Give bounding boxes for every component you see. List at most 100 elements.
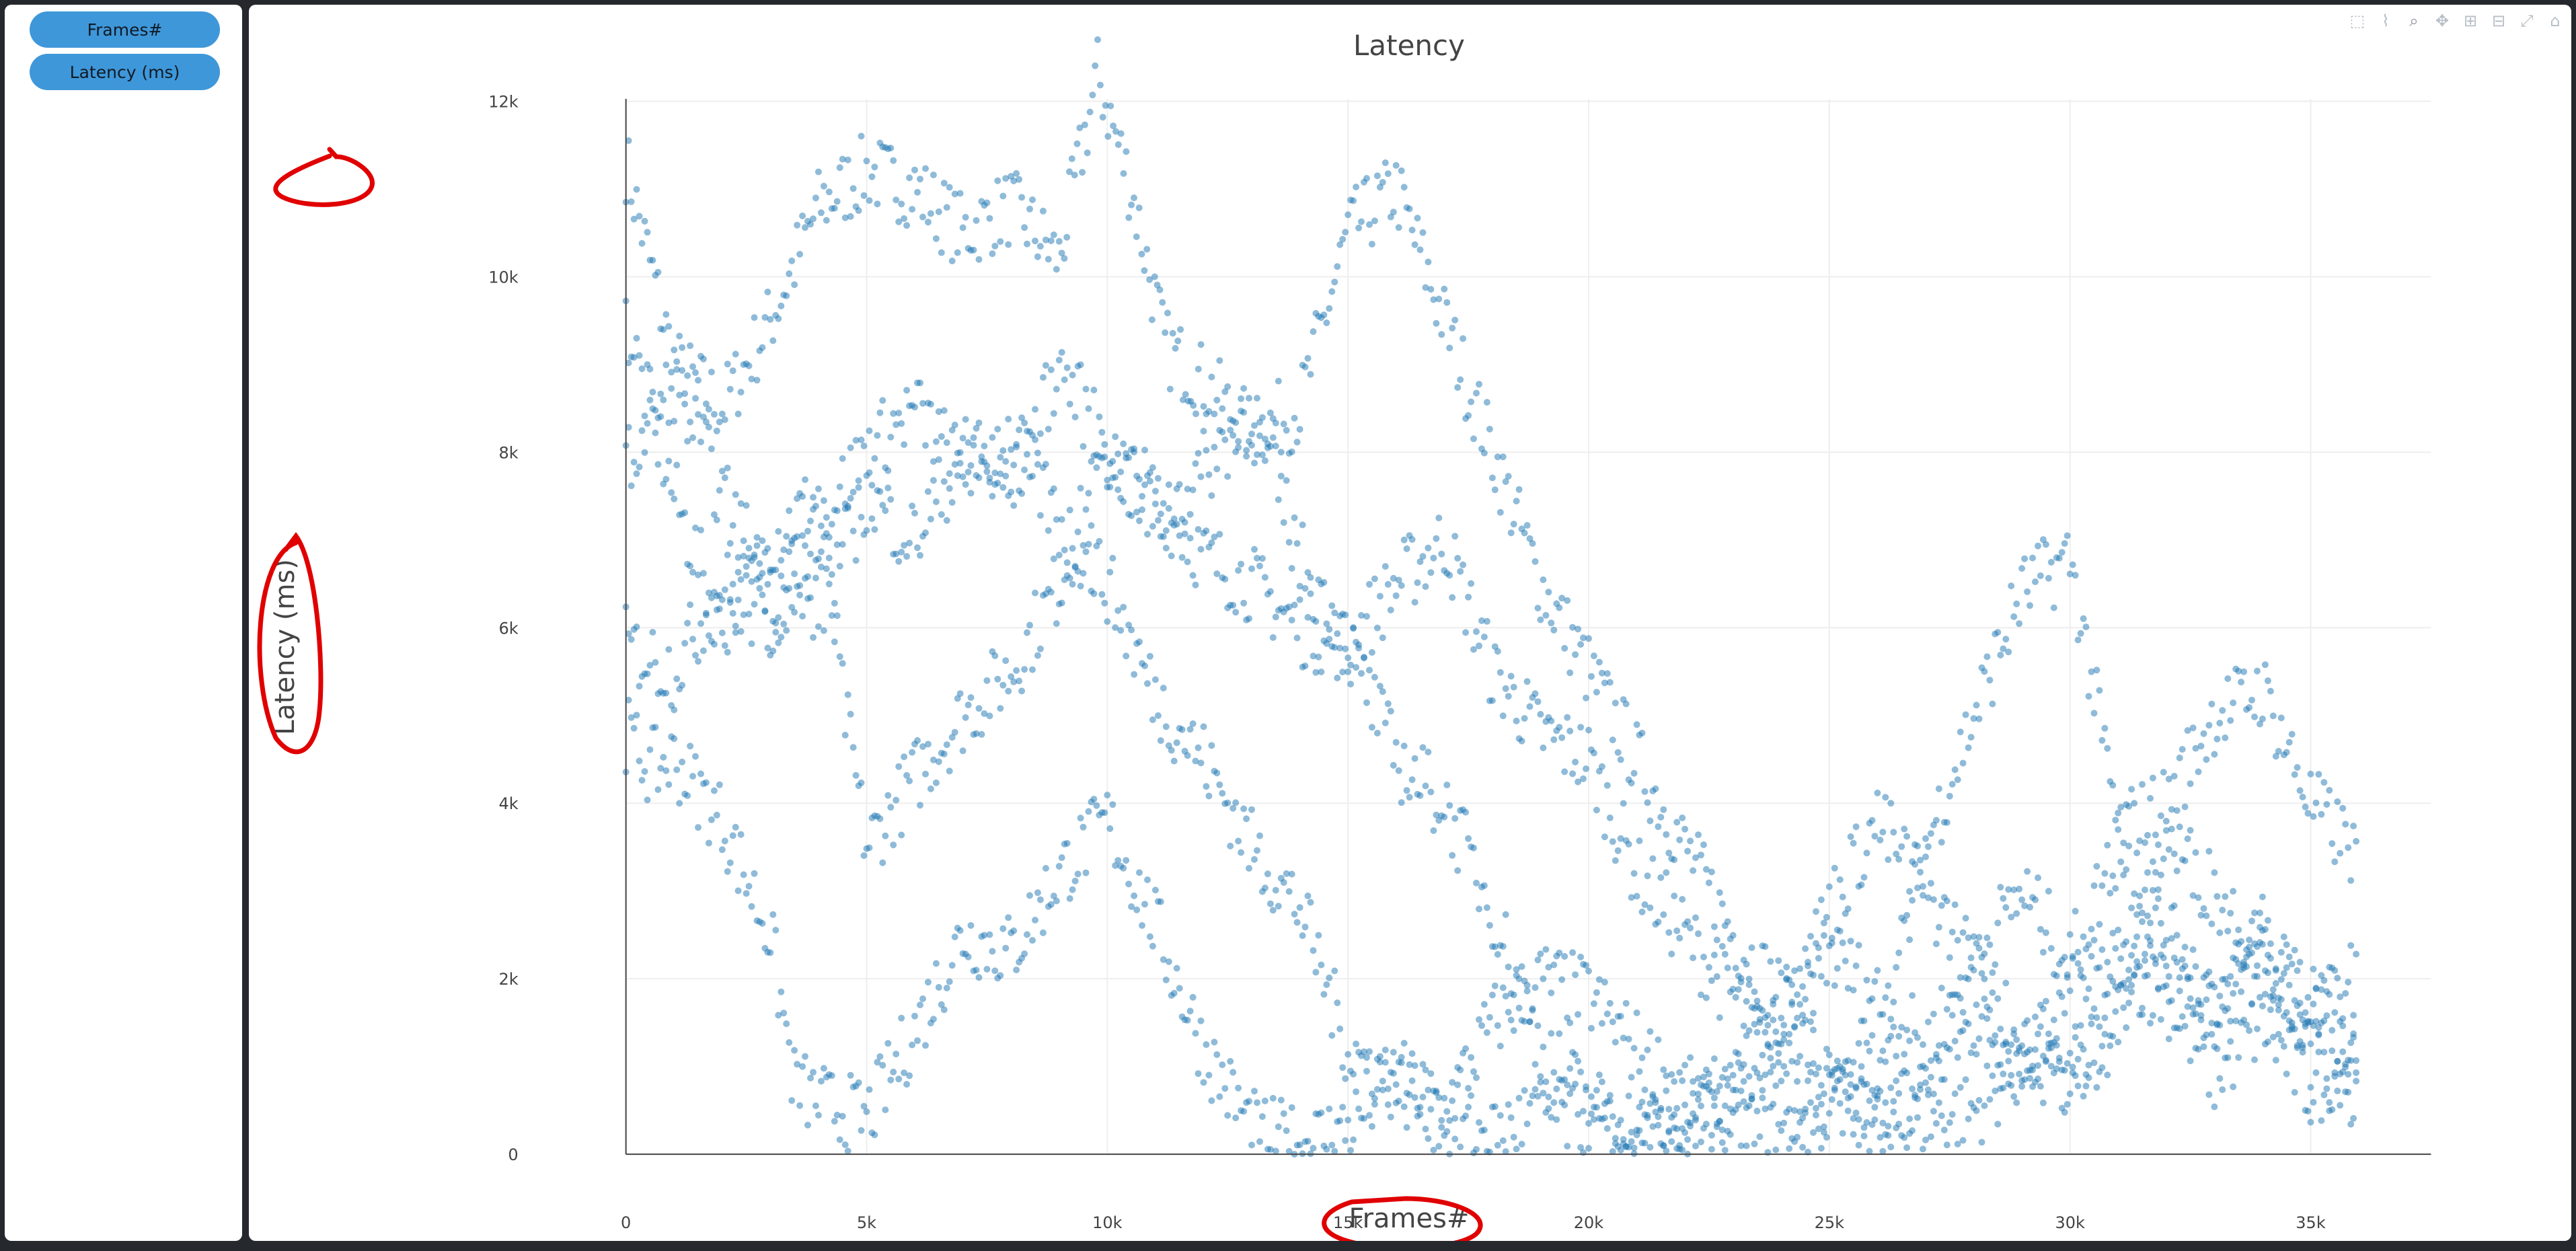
scatter-point xyxy=(734,887,742,895)
scatter-point xyxy=(1189,486,1197,494)
scatter-point xyxy=(1994,629,2002,636)
scatter-point xyxy=(1128,626,1135,634)
scatter-point xyxy=(1895,949,1903,956)
scatter-point xyxy=(1491,1103,1499,1110)
scatter-point xyxy=(847,213,854,220)
scatter-point xyxy=(2296,1011,2304,1018)
scatter-point xyxy=(1136,869,1143,876)
scatter-point xyxy=(2283,1009,2290,1016)
scatter-point xyxy=(2331,858,2339,866)
scatter-point xyxy=(1291,514,1298,521)
scatter-point xyxy=(2053,1065,2060,1072)
box-select-icon[interactable]: ⬚ xyxy=(2349,11,2365,30)
scatter-point xyxy=(1638,1054,1646,1061)
scatter-point xyxy=(1526,1100,1533,1107)
scatter-point xyxy=(1778,1127,1785,1134)
scatter-point xyxy=(2037,1023,2044,1030)
autoscale-icon[interactable]: ⤢ xyxy=(2520,11,2534,30)
scatter-point xyxy=(1668,1138,1675,1145)
scatter-point xyxy=(2050,604,2057,611)
frames-axis-button[interactable]: Frames# xyxy=(30,11,220,48)
scatter-point xyxy=(1425,544,1432,552)
scatter-point xyxy=(1050,231,1057,239)
scatter-point xyxy=(2058,1066,2066,1073)
zoom-icon[interactable]: ⌕ xyxy=(2409,11,2419,30)
scatter-point xyxy=(2243,1021,2250,1028)
scatter-point xyxy=(1690,1077,1697,1085)
scatter-point xyxy=(1411,1062,1418,1069)
scatter-point xyxy=(924,488,932,495)
zoom-out-icon[interactable]: ⊟ xyxy=(2491,11,2506,30)
scatter-point xyxy=(753,534,761,541)
scatter-point xyxy=(1970,1042,1977,1049)
scatter-point xyxy=(855,477,862,484)
latency-axis-button[interactable]: Latency (ms) xyxy=(30,54,220,90)
scatter-point xyxy=(946,184,953,191)
scatter-point xyxy=(1016,426,1023,434)
scatter-point xyxy=(2117,858,2125,866)
scatter-point xyxy=(1660,1142,1667,1149)
scatter-point xyxy=(938,433,945,440)
pan-icon[interactable]: ✥ xyxy=(2435,11,2450,30)
scatter-point xyxy=(1058,599,1065,607)
reset-axes-icon[interactable]: ⌂ xyxy=(2550,11,2561,30)
scatter-point xyxy=(2085,693,2092,700)
scatter-point xyxy=(2189,946,2197,953)
scatter-point xyxy=(2350,1012,2357,1019)
scatter-point xyxy=(1435,295,1443,303)
latency-scatter-chart[interactable]: 0 5k 10k 15k 20k 25k 30k 35k02k4k6k8k10k12kLate… xyxy=(249,5,2571,1241)
scatter-point xyxy=(1825,883,1833,890)
scatter-point xyxy=(1935,785,1942,792)
scatter-point xyxy=(2350,1030,2357,1037)
scatter-point xyxy=(1583,694,1589,702)
scatter-point xyxy=(1416,558,1424,566)
scatter-point xyxy=(2299,1049,2306,1056)
scatter-point xyxy=(2216,992,2224,999)
scatter-point xyxy=(1151,488,1159,495)
scatter-point xyxy=(1585,1120,1592,1127)
scatter-point xyxy=(2320,1017,2328,1024)
scatter-point xyxy=(2047,945,2055,952)
zoom-in-icon[interactable]: ⊞ xyxy=(2463,11,2478,30)
scatter-point xyxy=(1957,995,1964,1002)
scatter-point xyxy=(780,620,788,628)
scatter-point xyxy=(1144,680,1151,687)
scatter-point xyxy=(668,369,675,376)
scatter-point xyxy=(1353,664,1360,671)
scatter-point xyxy=(1909,858,1916,865)
scatter-point xyxy=(1548,619,1555,627)
scatter-point xyxy=(1572,651,1579,658)
scatter-point xyxy=(1577,953,1585,960)
scatter-point xyxy=(1625,841,1632,848)
scatter-point xyxy=(2005,648,2012,656)
scatter-point xyxy=(1066,400,1073,408)
scatter-point xyxy=(2181,944,2189,951)
scatter-point xyxy=(1288,870,1295,878)
scatter-point xyxy=(919,995,926,1002)
scatter-point xyxy=(1166,385,1174,393)
scatter-point xyxy=(1531,1086,1539,1093)
scatter-point xyxy=(833,541,841,548)
scatter-point xyxy=(1513,966,1520,973)
scatter-point xyxy=(708,369,715,376)
scatter-point xyxy=(684,619,691,627)
scatter-point xyxy=(1443,782,1451,789)
scatter-point xyxy=(1390,208,1397,216)
scatter-point xyxy=(1778,1077,1785,1085)
scatter-point xyxy=(2090,710,2098,717)
scatter-point xyxy=(1254,847,1260,854)
scatter-point xyxy=(1986,1096,1994,1103)
lasso-icon[interactable]: ⌇ xyxy=(2382,11,2390,30)
scatter-point xyxy=(1558,595,1566,602)
scatter-point xyxy=(2254,962,2261,969)
scatter-point xyxy=(2133,958,2141,965)
scatter-point xyxy=(1430,554,1437,562)
scatter-point xyxy=(1860,874,1868,881)
scatter-point xyxy=(1232,1114,1240,1122)
scatter-point xyxy=(1534,956,1542,964)
scatter-point xyxy=(1727,1131,1734,1138)
scatter-point xyxy=(1780,1063,1788,1070)
scatter-point xyxy=(833,612,841,619)
scatter-point xyxy=(2112,1008,2119,1015)
scatter-point xyxy=(1828,934,1835,942)
